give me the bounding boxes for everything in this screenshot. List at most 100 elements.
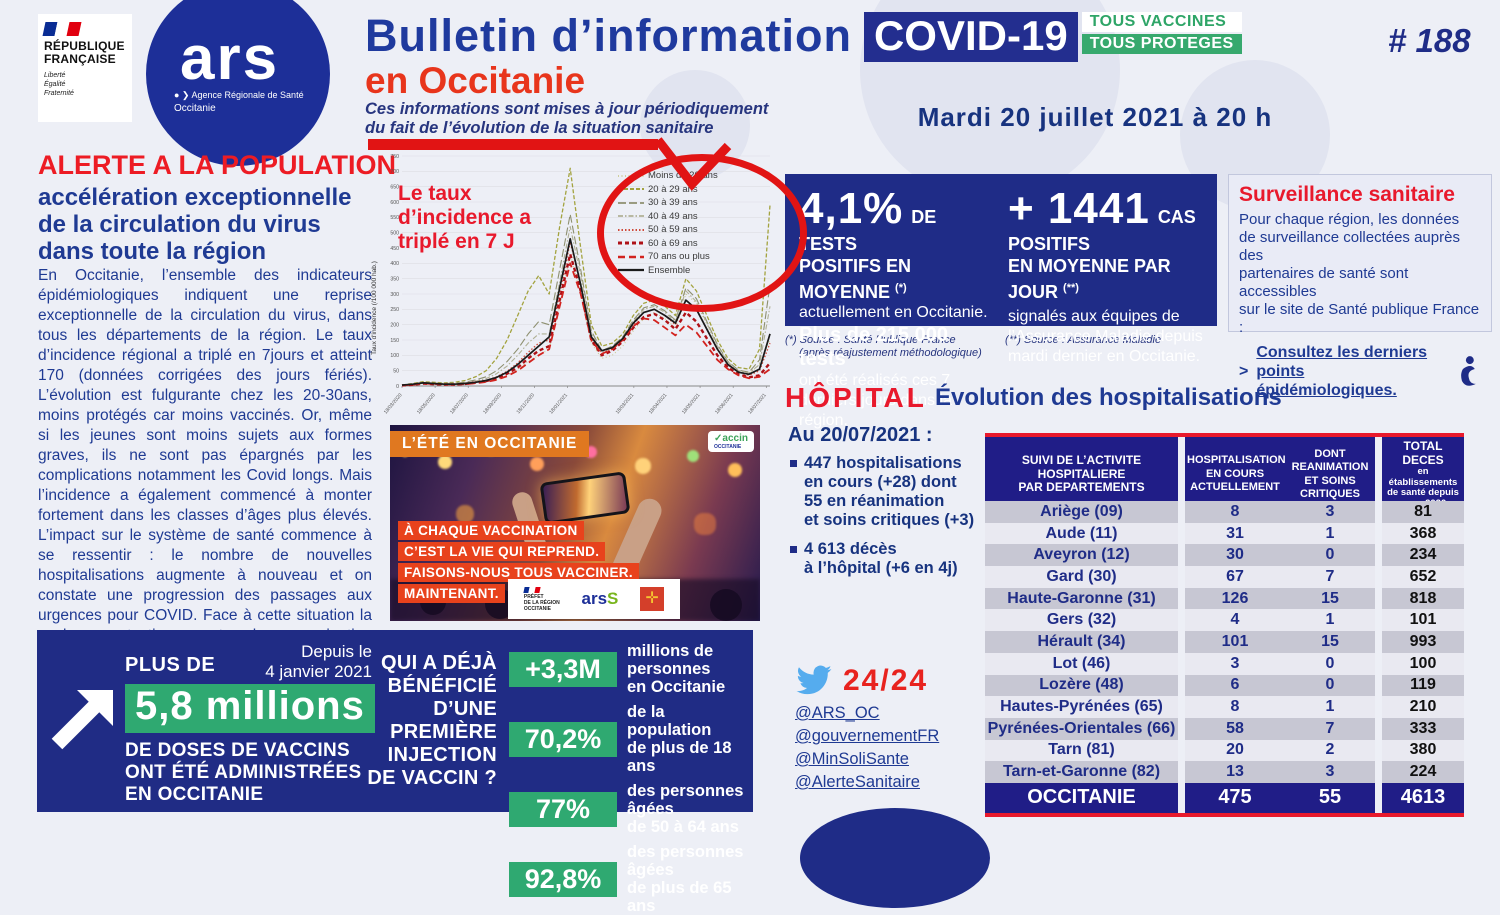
table-row: Hérault (34) 101 15 993 xyxy=(985,631,1464,653)
table-row: Aude (11) 31 1 368 xyxy=(985,522,1464,545)
ars-wordmark: ars xyxy=(180,24,280,93)
legend-item: 70 ans ou plus xyxy=(618,251,718,262)
issue-number: # 188 xyxy=(1388,22,1471,59)
prefet-logo: PRÉFET DE LA RÉGION OCCITANIE xyxy=(523,586,560,612)
surveillance-panel: Surveillance sanitaire Pour chaque régio… xyxy=(1228,174,1492,399)
ars-subtitle: ● ❯ Agence Régionale de Santé xyxy=(174,90,304,100)
deces-count: 380 xyxy=(1382,739,1464,762)
svg-text:150: 150 xyxy=(390,338,399,344)
dept-name: Lozère (48) xyxy=(985,674,1178,697)
slogan-line: FAISONS-NOUS TOUS VACCINER. xyxy=(398,563,639,582)
header-reanimation: DONT REANIMATION ET SOINS CRITIQUES xyxy=(1285,437,1375,512)
column-gap xyxy=(1375,653,1382,675)
table-row: Pyrénées-Orientales (66) 58 7 333 xyxy=(985,717,1464,740)
dept-name: Tarn-et-Garonne (82) xyxy=(985,761,1178,783)
vaccin-badge: ✓accin OCCITANIE xyxy=(708,431,754,452)
tests-count: Plus de 215 000 tests xyxy=(799,324,948,370)
svg-text:200: 200 xyxy=(390,322,399,328)
column-gap xyxy=(1375,675,1382,697)
table-row: Gers (32) 4 1 101 xyxy=(985,609,1464,632)
legend-line-sample xyxy=(618,174,644,177)
virus-watermark xyxy=(640,70,750,180)
table-bottom-border xyxy=(985,812,1464,817)
svg-text:18/01/2021: 18/01/2021 xyxy=(548,392,569,415)
table-row: Lot (46) 3 0 100 xyxy=(985,652,1464,675)
header-deces-main: TOTAL DECES xyxy=(1402,439,1444,467)
dept-name: Lot (46) xyxy=(985,652,1178,675)
series-30 à 39 ans xyxy=(401,213,771,386)
cases-body: signalés aux équipes de l’Assurance Mala… xyxy=(1008,308,1203,365)
dept-name: Tarn (81) xyxy=(985,739,1178,762)
twitter-handle-link[interactable]: @gouvernementFR xyxy=(795,727,940,745)
legend-label: Ensemble xyxy=(648,264,691,276)
vaccination-stat-row: 77% des personnes âgées de 50 à 64 ans xyxy=(509,782,753,836)
table-row: Haute-Garonne (31) 126 15 818 xyxy=(985,587,1464,610)
bullet-text: 4 613 décès à l’hôpital (+6 en 4j) xyxy=(804,540,958,577)
deces-count: 81 xyxy=(1382,501,1464,523)
bullet-text: 447 hospitalisations en cours (+28) dont… xyxy=(804,454,975,529)
legend-line-sample xyxy=(618,228,644,231)
deces-count: 368 xyxy=(1382,522,1464,545)
hosp-count: 8 xyxy=(1185,501,1285,523)
tests-line-bold: POSITIFS EN MOYENNE xyxy=(799,256,912,302)
rea-count: 0 xyxy=(1285,544,1375,567)
twitter-handle-link[interactable]: @AlerteSanitaire xyxy=(795,773,920,791)
svg-text:350: 350 xyxy=(390,276,399,282)
key-figures-box: 4,1% DE TESTS POSITIFS EN MOYENNE (*) act… xyxy=(785,174,1217,429)
tests-suffix: DE TESTS xyxy=(799,207,937,254)
table-row: Lozère (48) 6 0 119 xyxy=(985,674,1464,697)
total-hosp: 475 xyxy=(1185,782,1285,813)
table-row: Hautes-Pyrénées (65) 8 1 210 xyxy=(985,696,1464,718)
link-chevron: > xyxy=(1239,362,1249,380)
column-gap xyxy=(1375,718,1382,740)
dept-name: Aude (11) xyxy=(985,522,1178,545)
rea-count: 7 xyxy=(1285,717,1375,740)
epidemio-link[interactable]: Consultez les derniers points épidémiolo… xyxy=(1256,344,1428,399)
hosp-count: 58 xyxy=(1185,717,1285,740)
rf-motto: Liberté Égalité Fraternité xyxy=(44,72,74,97)
badge-tous-vaccines: TOUS VACCINES xyxy=(1081,12,1242,32)
header-hospitalisations: HOSPITALISATIONS EN COURS ACTUELLEMENT xyxy=(1185,437,1293,512)
column-gap xyxy=(1178,718,1185,740)
vaccination-stats: +3,3M millions de personnes en Occitanie 7… xyxy=(509,642,753,915)
twitter-handle-link[interactable]: @MinSoliSante xyxy=(795,750,909,768)
update-note: Ces informations sont mises à jour pério… xyxy=(365,100,769,137)
vaccination-box: PLUS DE Depuis le 4 janvier 2021 5,8 mil… xyxy=(37,630,753,915)
deces-count: 818 xyxy=(1382,587,1464,610)
slogan-line: C’EST LA VIE QUI REPREND. xyxy=(398,542,606,561)
series-40 à 49 ans xyxy=(401,225,771,386)
rf-line1: RÉPUBLIQUE xyxy=(44,39,125,53)
hosp-count: 8 xyxy=(1185,696,1285,718)
table-row: Tarn-et-Garonne (82) 13 3 224 xyxy=(985,761,1464,783)
hosp-count: 101 xyxy=(1185,631,1285,653)
legend-line-sample xyxy=(618,188,644,190)
twitter-handles: @ARS_OC @gouvernementFR @MinSoliSante @Aler… xyxy=(795,704,939,792)
stat-value: 92,8% xyxy=(509,861,617,897)
svg-text:750: 750 xyxy=(390,154,399,160)
svg-text:700: 700 xyxy=(390,169,399,175)
svg-text:650: 650 xyxy=(390,184,399,190)
twitter-handle-link[interactable]: @ARS_OC xyxy=(795,704,880,722)
dept-name: Pyrénées-Orientales (66) xyxy=(985,717,1178,740)
plus-de-label: PLUS DE xyxy=(125,654,216,676)
crowd-head xyxy=(710,589,742,621)
svg-text:500: 500 xyxy=(390,230,399,236)
incidence-chart: 0 50 100 150 200 250 300 350 400 450 500 550 600 650 7… xyxy=(368,148,780,424)
svg-text:18/09/2020: 18/09/2020 xyxy=(482,392,503,415)
series-20 à 29 ans xyxy=(401,167,771,386)
alert-subtitle: accélération exceptionnelle de la circul… xyxy=(38,184,352,265)
rea-count: 15 xyxy=(1285,587,1375,610)
callout-bar xyxy=(368,139,658,150)
rea-count: 2 xyxy=(1285,739,1375,762)
daily-cases-value: + 1441 xyxy=(1008,184,1150,233)
total-label: OCCITANIE xyxy=(985,782,1178,813)
total-rea: 55 xyxy=(1285,782,1375,813)
legend-line-sample xyxy=(618,215,644,217)
surveillance-body: Pour chaque région, les données de surve… xyxy=(1239,211,1480,336)
doses-label: DE DOSES DE VACCINS ONT ÉTÉ ADMINISTRÉES… xyxy=(125,740,362,805)
summer-campaign-photo: L’ÉTÉ EN OCCITANIE À CHAQUE VACCINATION C… xyxy=(390,425,760,621)
svg-text:18/04/2021: 18/04/2021 xyxy=(648,392,669,415)
hospital-table: SUIVI DE L’ACTIVITE HOSPITALIERE PAR DEP… xyxy=(985,433,1464,817)
hopital-label: HÔPITAL xyxy=(785,382,927,413)
photo-logo-strip: PRÉFET DE LA RÉGION OCCITANIE arsS ✛ xyxy=(508,579,680,619)
